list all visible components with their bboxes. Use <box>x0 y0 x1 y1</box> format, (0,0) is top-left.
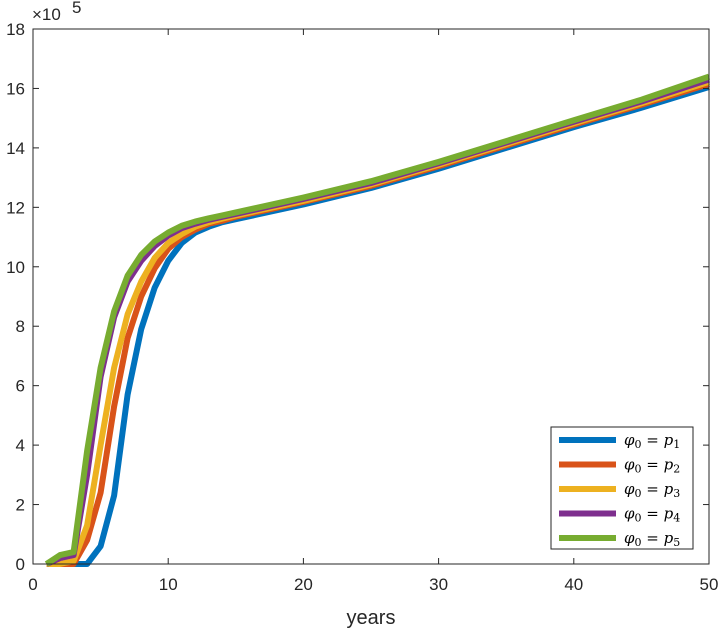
x-axis-label: years <box>347 607 396 629</box>
legend-label-1: φ0 = p1 <box>624 431 680 451</box>
x-tick-label: 30 <box>429 575 448 594</box>
legend-label-2: φ0 = p2 <box>624 456 680 476</box>
legend-label-4: φ0 = p4 <box>624 505 680 525</box>
y-tick-label: 2 <box>16 496 25 515</box>
legend-label-5: φ0 = p5 <box>624 529 680 549</box>
y-tick-label: 16 <box>6 79 25 98</box>
y-exponent: ×10 5 <box>32 0 81 24</box>
ticks-layer: 0 10 20 30 40 50 0 2 4 6 8 10 12 14 16 18 <box>6 20 718 594</box>
y-tick-label: 4 <box>16 436 25 455</box>
series-line-5 <box>44 73 710 567</box>
y-exponent-power: 5 <box>72 0 81 17</box>
y-tick-label: 6 <box>16 377 25 396</box>
x-tick-label: 10 <box>159 575 178 594</box>
x-tick-label: 20 <box>294 575 313 594</box>
y-tick-label: 18 <box>6 20 25 39</box>
y-tick-label: 8 <box>16 317 25 336</box>
x-tick-label: 40 <box>564 575 583 594</box>
x-tick-label: 50 <box>700 575 719 594</box>
legend: φ0 = p1 φ0 = p2 φ0 = p3 φ0 = p4 φ0 = p5 <box>550 426 694 550</box>
y-tick-label: 12 <box>6 198 25 217</box>
plot-frame <box>32 28 710 565</box>
y-tick-label: 10 <box>6 258 25 277</box>
y-tick-label: 0 <box>16 555 25 574</box>
legend-label-3: φ0 = p3 <box>624 480 680 500</box>
y-tick-label: 14 <box>6 139 25 158</box>
x-tick-label: 0 <box>28 575 37 594</box>
series-layer <box>44 73 710 567</box>
y-exponent-base: ×10 <box>32 5 61 24</box>
